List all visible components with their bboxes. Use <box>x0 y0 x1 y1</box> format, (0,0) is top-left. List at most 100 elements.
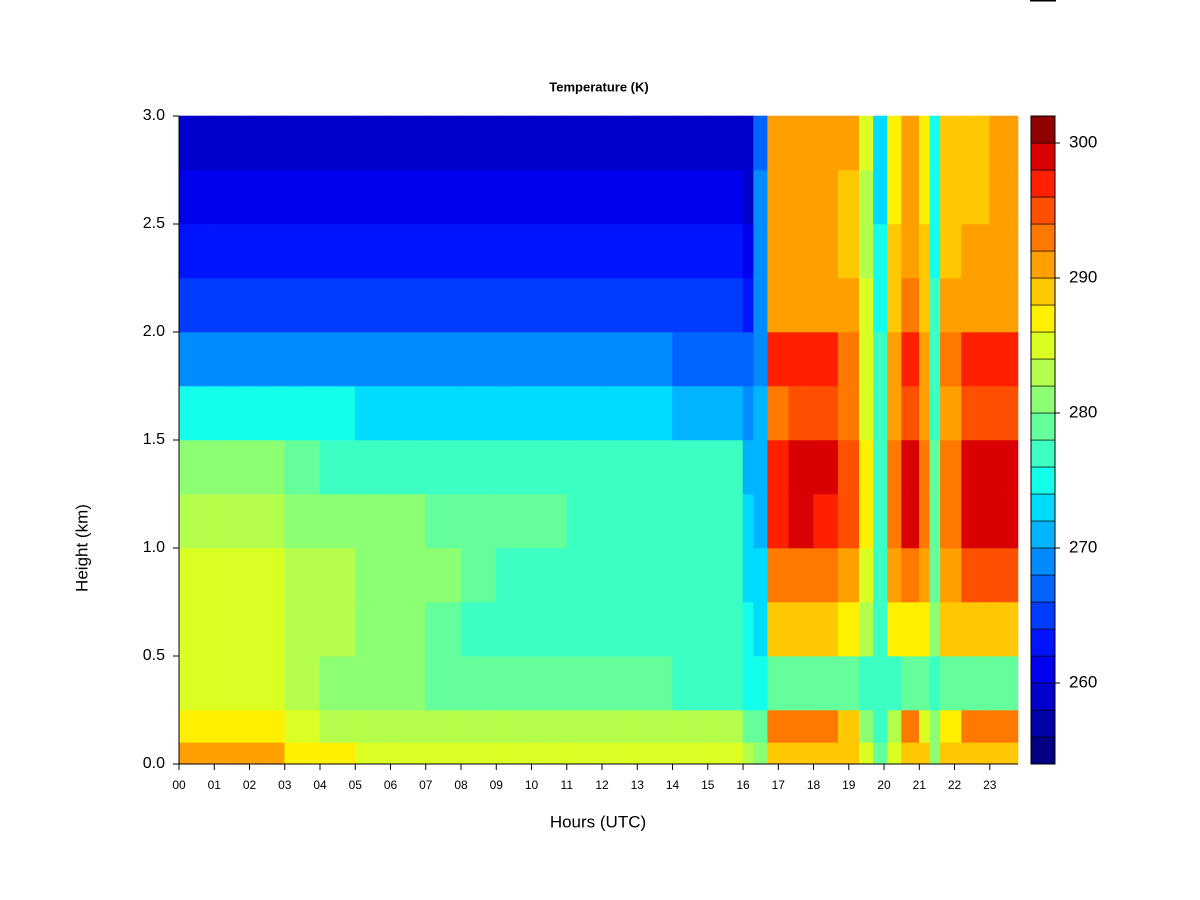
heatmap-cell <box>901 331 920 387</box>
heatmap-cell <box>767 655 790 711</box>
heatmap-cell <box>887 742 902 765</box>
heatmap-cell <box>837 601 860 657</box>
heatmap-cell <box>319 601 356 657</box>
heatmap-cell <box>961 223 991 279</box>
heatmap-cell <box>460 385 497 441</box>
x-tick-label: 02 <box>243 778 257 792</box>
heatmap-cell <box>961 709 991 743</box>
heatmap-cell <box>213 493 250 549</box>
heatmap-cell <box>788 277 814 333</box>
heatmap-cell <box>742 439 754 495</box>
heatmap-cell <box>837 385 860 441</box>
heatmap-cell <box>672 169 709 225</box>
heatmap-cell <box>742 742 754 765</box>
heatmap-cell <box>788 601 814 657</box>
heatmap-cell <box>672 385 709 441</box>
heatmap-cell <box>566 385 603 441</box>
heatmap-cell <box>742 655 754 711</box>
heatmap-cell <box>707 277 744 333</box>
heatmap-cell <box>742 547 754 603</box>
heatmap-cell <box>249 742 286 765</box>
heatmap-cell <box>425 601 462 657</box>
heatmap-cell <box>636 331 673 387</box>
heatmap-cell <box>354 385 391 441</box>
heatmap-cell <box>929 223 941 279</box>
colorbar-box <box>1030 520 1056 549</box>
heatmap-cell <box>753 601 769 657</box>
heatmap-cell <box>672 709 709 743</box>
heatmap-cell <box>672 331 709 387</box>
heatmap-cell <box>859 493 874 549</box>
heatmap-cell <box>460 601 497 657</box>
heatmap-cell <box>460 331 497 387</box>
heatmap-cell <box>918 115 931 171</box>
heatmap-cell <box>940 742 962 765</box>
heatmap-cell <box>495 385 532 441</box>
heatmap-cell <box>918 223 931 279</box>
heatmap-cell <box>753 115 769 171</box>
x-tick-label: 17 <box>772 778 786 792</box>
heatmap-cell <box>767 223 790 279</box>
heatmap-cell <box>961 277 991 333</box>
heatmap-cell <box>929 331 941 387</box>
heatmap-cell <box>636 655 673 711</box>
heatmap-cell <box>989 493 1019 549</box>
heatmap-cell <box>495 115 532 171</box>
colorbar-box <box>1030 439 1056 468</box>
heatmap-cell <box>495 709 532 743</box>
heatmap-cell <box>918 493 931 549</box>
heatmap-cell <box>887 385 902 441</box>
x-tick-label: 03 <box>278 778 292 792</box>
heatmap-cell <box>354 331 391 387</box>
heatmap-cell <box>390 709 427 743</box>
heatmap-cell <box>495 439 532 495</box>
colorbar-box <box>1030 169 1056 198</box>
heatmap-cell <box>707 493 744 549</box>
heatmap-cell <box>672 277 709 333</box>
heatmap-cell <box>742 331 754 387</box>
y-tick-label: 0.5 <box>143 647 165 664</box>
heatmap-cell <box>601 742 638 765</box>
heatmap-cell <box>837 439 860 495</box>
heatmap-cell <box>742 223 754 279</box>
heatmap-cell <box>901 385 920 441</box>
heatmap-cell <box>788 385 814 441</box>
heatmap-cell <box>961 742 991 765</box>
heatmap-cell <box>918 277 931 333</box>
heatmap-cell <box>354 601 391 657</box>
heatmap-cell <box>495 169 532 225</box>
heatmap-cell <box>213 655 250 711</box>
x-tick-label: 07 <box>419 778 433 792</box>
heatmap-cell <box>425 709 462 743</box>
heatmap-cell <box>707 601 744 657</box>
heatmap-cell <box>178 655 215 711</box>
heatmap-cell <box>213 439 250 495</box>
heatmap-cell <box>707 709 744 743</box>
colorbar: 260 270 280 290 300 <box>1030 115 1097 765</box>
heatmap-cell <box>178 331 215 387</box>
colorbar-box <box>1030 736 1056 765</box>
heatmap-cell <box>566 547 603 603</box>
heatmap-cell <box>531 493 568 549</box>
heatmap-cell <box>460 493 497 549</box>
colorbar-box <box>1030 574 1056 603</box>
heatmap-cell <box>929 115 941 171</box>
heatmap-cell <box>425 439 462 495</box>
heatmap-cell <box>940 547 962 603</box>
heatmap-cell <box>460 169 497 225</box>
heatmap-cell <box>319 709 356 743</box>
heatmap-cell <box>788 709 814 743</box>
heatmap-cell <box>284 709 321 743</box>
heatmap-cell <box>742 385 754 441</box>
heatmap-cell <box>887 601 902 657</box>
heatmap-cell <box>354 115 391 171</box>
heatmap-cell <box>178 547 215 603</box>
heatmap-cell <box>707 115 744 171</box>
heatmap-cell <box>742 277 754 333</box>
heatmap-cell <box>495 223 532 279</box>
heatmap-cell <box>753 331 769 387</box>
heatmap-cell <box>742 115 754 171</box>
heatmap-cell <box>788 439 814 495</box>
heatmap-cell <box>213 547 250 603</box>
heatmap-cell <box>918 655 931 711</box>
